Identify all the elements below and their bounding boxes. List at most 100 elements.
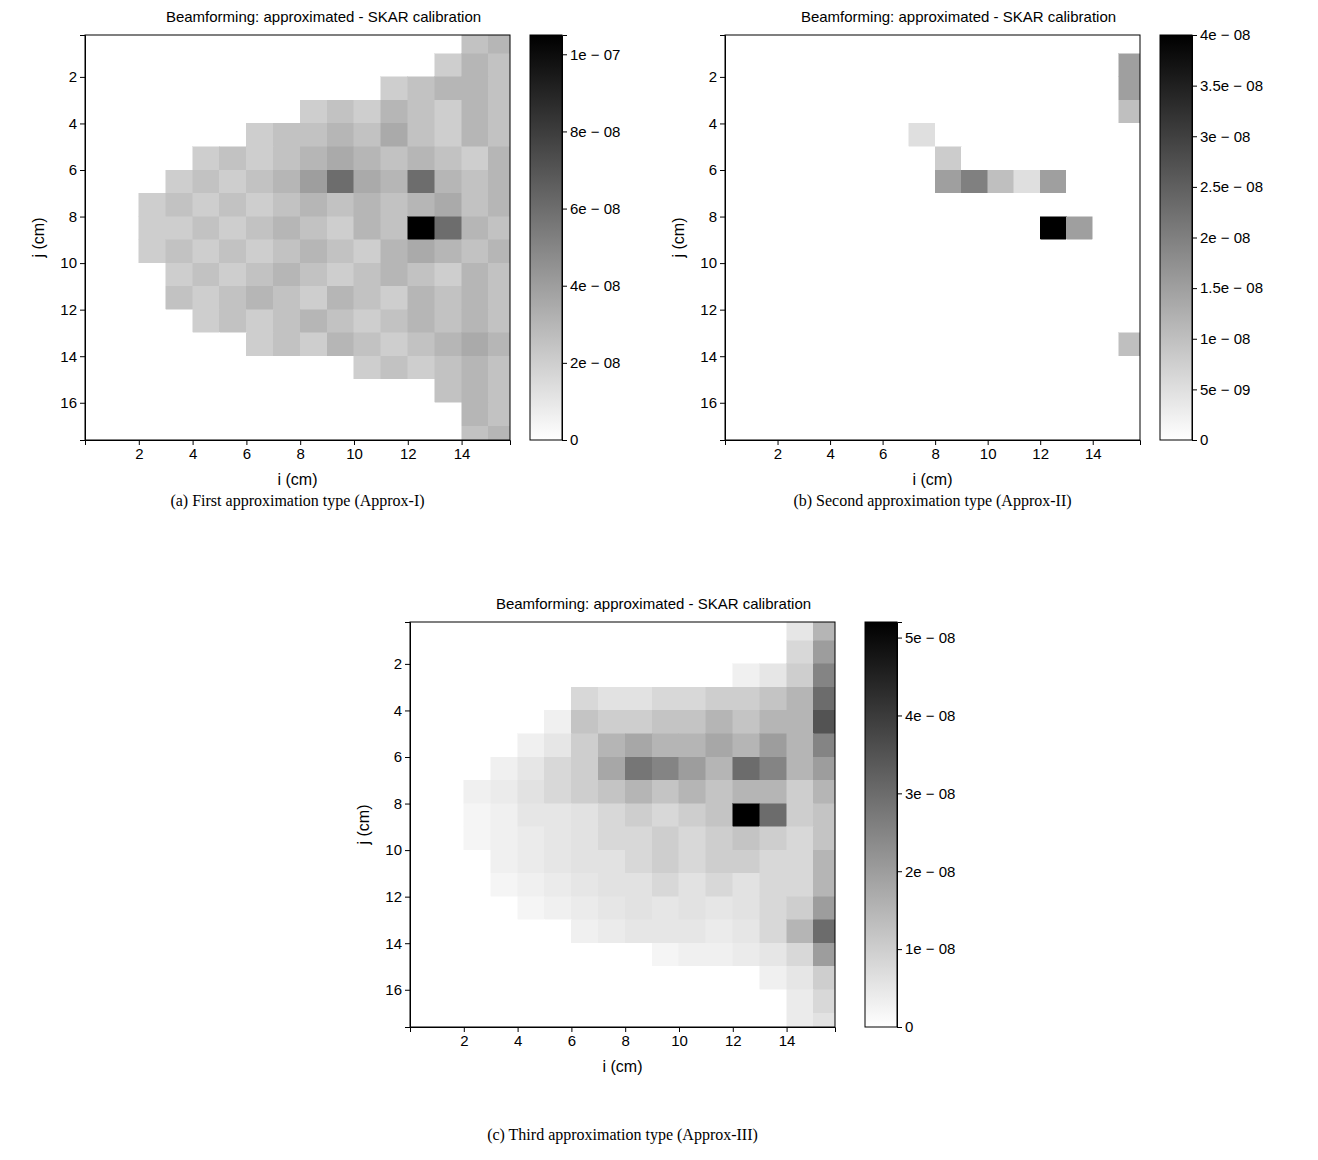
cell	[435, 379, 462, 402]
cell	[988, 54, 1014, 77]
tick: 1e − 08	[897, 940, 955, 957]
cell	[909, 147, 935, 170]
cell	[462, 333, 489, 356]
yticks-axis: 246810121416	[60, 36, 85, 441]
cell	[1066, 193, 1092, 216]
cell	[652, 850, 679, 873]
cell	[246, 379, 273, 402]
cell	[1040, 35, 1066, 54]
cell	[166, 286, 193, 309]
cell	[354, 170, 381, 193]
cell	[571, 622, 598, 641]
cell	[462, 100, 489, 123]
cell	[112, 54, 139, 77]
tick: 6	[69, 161, 85, 178]
cell	[408, 217, 435, 240]
cell	[751, 333, 777, 356]
cell	[813, 687, 835, 710]
cell	[988, 170, 1014, 193]
tick-label: 14	[1085, 445, 1102, 462]
cell	[1093, 356, 1119, 379]
cell	[437, 920, 464, 943]
tick-label: 12	[60, 301, 77, 318]
cell	[883, 54, 909, 77]
cell	[725, 217, 751, 240]
cell	[679, 641, 706, 664]
cell	[166, 240, 193, 263]
cell	[246, 310, 273, 333]
cell	[1093, 263, 1119, 286]
cell	[1066, 426, 1092, 440]
tick: 8	[709, 208, 725, 225]
cell	[464, 622, 491, 641]
tick-label: 6	[243, 445, 251, 462]
cell	[435, 403, 462, 426]
cell	[652, 641, 679, 664]
tick-mark	[405, 897, 410, 898]
cell	[679, 966, 706, 989]
cell	[679, 897, 706, 920]
tick: 1e − 08	[1192, 330, 1250, 347]
cell	[679, 990, 706, 1013]
cell	[571, 920, 598, 943]
tick-mark	[405, 990, 410, 991]
cell	[856, 170, 882, 193]
tick-label: 4e − 08	[570, 277, 620, 294]
cell	[830, 100, 856, 123]
caption: (c) Third approximation type (Approx-III…	[487, 1126, 758, 1144]
cell	[193, 426, 220, 440]
cell	[787, 780, 814, 803]
cell	[193, 333, 220, 356]
tick-label: 4	[189, 445, 197, 462]
cell	[1014, 263, 1040, 286]
tick-mark	[80, 170, 85, 171]
cell	[1093, 123, 1119, 146]
cell	[961, 240, 987, 263]
cell	[652, 687, 679, 710]
cell	[725, 333, 751, 356]
cell	[166, 217, 193, 240]
cell	[883, 123, 909, 146]
cell	[571, 827, 598, 850]
tick-mark	[405, 710, 410, 711]
tick-label: 16	[60, 394, 77, 411]
cell	[435, 263, 462, 286]
cell	[961, 147, 987, 170]
cell	[733, 920, 760, 943]
cell	[488, 100, 510, 123]
cell	[544, 734, 571, 757]
tick-label: 8	[709, 208, 717, 225]
cell	[408, 77, 435, 100]
cell	[544, 804, 571, 827]
cell	[139, 35, 166, 54]
cell	[437, 710, 464, 733]
cell	[883, 286, 909, 309]
cell	[856, 286, 882, 309]
cell	[652, 897, 679, 920]
cell	[464, 873, 491, 896]
cell	[760, 687, 787, 710]
cell	[1119, 310, 1140, 333]
cell	[935, 100, 961, 123]
cell	[464, 1013, 491, 1027]
tick-mark	[1192, 136, 1197, 137]
cell	[571, 1013, 598, 1027]
cell	[435, 426, 462, 440]
plot-frame	[725, 35, 1140, 440]
cell	[856, 77, 882, 100]
tick-mark	[80, 263, 85, 264]
cell	[437, 734, 464, 757]
cell	[112, 403, 139, 426]
cell	[354, 193, 381, 216]
tick: 16	[700, 394, 725, 411]
cell	[706, 943, 733, 966]
cell	[760, 641, 787, 664]
tick-mark	[562, 440, 567, 441]
cell	[787, 757, 814, 780]
cell	[961, 263, 987, 286]
cell	[518, 622, 545, 641]
y-axis-title: j (cm)	[355, 805, 372, 846]
cell	[787, 664, 814, 687]
cell	[1066, 123, 1092, 146]
cell	[464, 850, 491, 873]
